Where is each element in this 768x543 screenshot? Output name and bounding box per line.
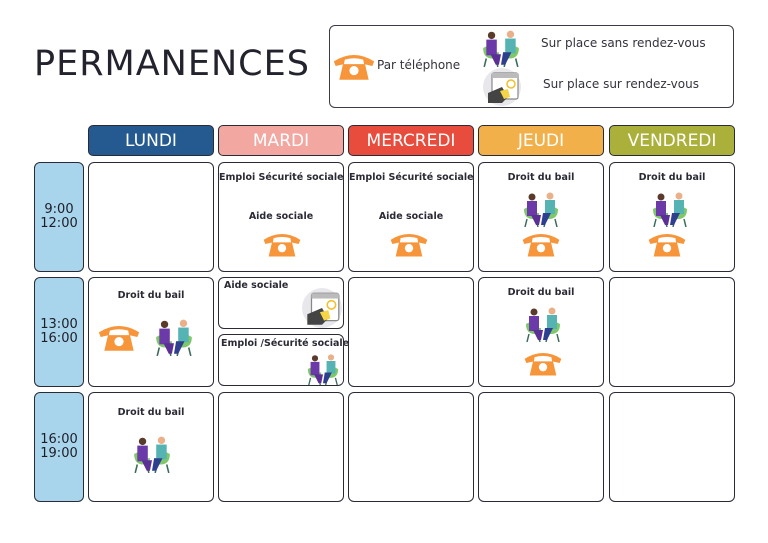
meeting-icon <box>303 353 343 385</box>
phone-icon <box>262 231 302 257</box>
slot-start: 16:00 <box>40 432 78 447</box>
cell-mardi-evening <box>218 392 344 502</box>
service-label: Droit du bail <box>117 407 185 418</box>
day-header-mercredi: MERCREDI <box>348 125 474 156</box>
legend: Par téléphone Sur place sans rendez-vous… <box>329 25 734 108</box>
cell-vendredi-evening <box>609 392 735 502</box>
cell-jeudi-afternoon: Droit du bail <box>478 277 604 387</box>
meeting-icon <box>153 318 195 356</box>
slot-start: 9:00 <box>44 202 74 217</box>
slot-end: 19:00 <box>40 446 78 461</box>
cell-mardi-morning: Emploi Sécurité sociale Aide sociale <box>218 162 344 272</box>
cell-lundi-morning <box>88 162 214 272</box>
legend-appointment-label: Sur place sur rendez-vous <box>543 77 699 91</box>
service-label: Droit du bail <box>638 172 706 183</box>
cell-jeudi-evening <box>478 392 604 502</box>
cell-lundi-evening: Droit du bail <box>88 392 214 502</box>
day-header-vendredi: VENDREDI <box>609 125 735 156</box>
meeting-icon <box>650 191 690 227</box>
legend-phone-label: Par téléphone <box>377 58 461 72</box>
service-label: Emploi Sécurité sociale <box>219 172 344 183</box>
service-label: Droit du bail <box>117 290 185 301</box>
time-slot-morning: 9:00 12:00 <box>34 162 84 272</box>
meeting-icon <box>480 29 522 67</box>
day-header-mardi: MARDI <box>218 125 344 156</box>
service-label: Aide sociale <box>248 211 314 222</box>
cell-mercredi-evening <box>348 392 474 502</box>
day-header-lundi: LUNDI <box>88 125 214 156</box>
cell-lundi-afternoon: Droit du bail <box>88 277 214 387</box>
service-label: Droit du bail <box>507 172 575 183</box>
slot-end: 12:00 <box>40 216 78 231</box>
phone-icon <box>523 350 563 376</box>
slot-start: 13:00 <box>40 317 78 332</box>
cell-vendredi-morning: Droit du bail <box>609 162 735 272</box>
service-label: Aide sociale <box>378 211 444 222</box>
phone-icon <box>97 322 141 352</box>
cell-mercredi-morning: Emploi Sécurité sociale Aide sociale <box>348 162 474 272</box>
phone-icon <box>332 52 376 80</box>
service-label: Emploi /Sécurité sociale <box>221 338 350 349</box>
page-title: PERMANENCES <box>34 44 310 84</box>
legend-walkin-label: Sur place sans rendez-vous <box>541 36 706 50</box>
time-slot-evening: 16:00 19:00 <box>34 392 84 502</box>
service-label: Aide sociale <box>224 280 289 291</box>
time-slot-afternoon: 13:00 16:00 <box>34 277 84 387</box>
phone-icon <box>647 231 687 257</box>
calendar-icon <box>482 67 522 107</box>
service-label: Droit du bail <box>507 287 575 298</box>
meeting-icon <box>523 306 563 342</box>
cell-jeudi-morning: Droit du bail <box>478 162 604 272</box>
service-label: Emploi Sécurité sociale <box>349 172 474 183</box>
phone-icon <box>521 231 561 257</box>
meeting-icon <box>131 435 173 473</box>
cell-mercredi-afternoon <box>348 277 474 387</box>
cell-vendredi-afternoon <box>609 277 735 387</box>
slot-end: 16:00 <box>40 331 78 346</box>
cell-mardi-afternoon-aide: Aide sociale <box>218 277 344 329</box>
day-header-jeudi: JEUDI <box>478 125 604 156</box>
calendar-icon <box>301 287 343 329</box>
meeting-icon <box>521 191 561 227</box>
cell-mardi-afternoon-emploi: Emploi /Sécurité sociale <box>218 334 349 386</box>
phone-icon <box>389 231 429 257</box>
